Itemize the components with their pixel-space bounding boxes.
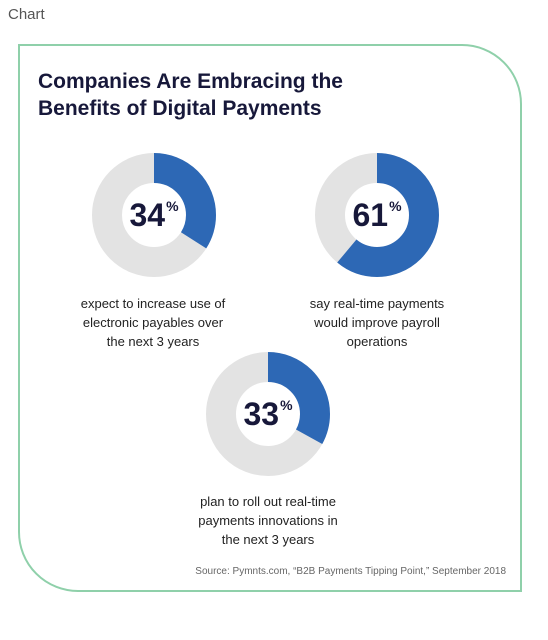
donut-arc-2 bbox=[315, 153, 439, 277]
caption-1: expect to increase use of electronic pay… bbox=[43, 294, 263, 351]
caption-3-line-1: plan to roll out real-time bbox=[200, 494, 336, 509]
caption-2-line-2: would improve payroll bbox=[314, 315, 440, 330]
infographic-card bbox=[18, 44, 522, 592]
title-line-2: Benefits of Digital Payments bbox=[38, 97, 322, 120]
donut-chart-1: 34% bbox=[92, 153, 216, 277]
percent-label-1: 34% bbox=[129, 196, 179, 233]
caption-1-line-2: electronic payables over bbox=[82, 315, 224, 330]
caption-1-line-1: expect to increase use of bbox=[80, 296, 226, 311]
title-line-1: Companies Are Embracing the bbox=[38, 70, 343, 93]
caption-3-line-3: the next 3 years bbox=[221, 532, 315, 547]
donut-svg-2 bbox=[315, 153, 439, 277]
donut-chart-2: 61% bbox=[315, 153, 439, 277]
caption-3: plan to roll out real-time payments inno… bbox=[158, 492, 378, 549]
percent-label-2: 61% bbox=[352, 196, 402, 233]
donut-svg-1 bbox=[92, 153, 216, 277]
donut-chart-3: 33% bbox=[206, 352, 330, 476]
donut-arc-3 bbox=[206, 352, 330, 476]
source-note: Source: Pymnts.com, “B2B Payments Tippin… bbox=[195, 566, 506, 577]
page-title: Companies Are Embracing the Benefits of … bbox=[38, 68, 438, 122]
caption-3-line-2: payments innovations in bbox=[198, 513, 338, 528]
percent-label-3: 33% bbox=[243, 395, 293, 432]
donut-svg-3 bbox=[206, 352, 330, 476]
chart-label: Chart bbox=[8, 6, 45, 23]
caption-1-line-3: the next 3 years bbox=[106, 334, 200, 349]
caption-2-line-3: operations bbox=[346, 334, 408, 349]
caption-2: say real-time payments would improve pay… bbox=[267, 294, 487, 351]
caption-2-line-1: say real-time payments bbox=[309, 296, 445, 311]
donut-arc-1 bbox=[92, 153, 216, 277]
